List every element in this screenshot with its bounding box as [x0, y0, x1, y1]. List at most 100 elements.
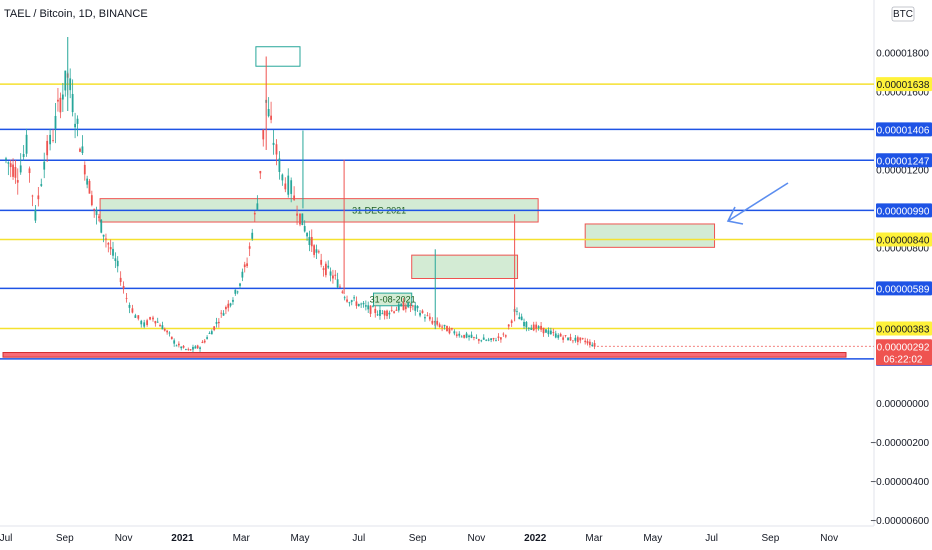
candle-body	[322, 268, 325, 270]
candle-body	[243, 264, 246, 268]
candle-body	[388, 312, 391, 315]
candle-body	[381, 313, 384, 315]
candle-body	[161, 325, 164, 330]
candle-body	[376, 314, 379, 316]
candle-body	[355, 301, 358, 306]
price-axis-bg	[874, 0, 932, 550]
candle-body	[339, 286, 341, 288]
candle-body	[105, 238, 107, 240]
candle-body	[76, 118, 79, 124]
time-tick-label: Sep	[409, 533, 427, 544]
candle-body	[31, 195, 34, 197]
countdown-label: 06:22:02	[884, 354, 923, 365]
candle-body	[180, 346, 183, 349]
candle-body	[480, 340, 483, 342]
time-tick-label: Sep	[762, 533, 780, 544]
candle-body	[256, 203, 259, 210]
zone-rect[interactable]	[373, 292, 413, 307]
candle-body	[386, 310, 388, 317]
candle-body	[421, 310, 424, 313]
candle-body	[128, 304, 131, 308]
candle-body	[362, 302, 365, 305]
candle-body	[227, 303, 230, 308]
candle-body	[350, 300, 353, 302]
candle-body	[532, 324, 535, 331]
candle-body	[572, 340, 574, 342]
candle-body	[175, 345, 178, 347]
candle-body	[446, 325, 448, 332]
candle-body	[208, 333, 211, 335]
candle-body	[59, 97, 62, 113]
price-tick-label: −0.00000400	[870, 477, 929, 488]
candle-body	[125, 297, 128, 299]
candle-body	[395, 309, 398, 311]
support-zone[interactable]	[2, 352, 847, 358]
candle-body	[416, 306, 419, 309]
candle-body	[102, 234, 105, 237]
level-price-badge	[876, 153, 932, 168]
candle-body	[383, 310, 386, 316]
candle-body	[299, 213, 301, 225]
candle-body	[267, 109, 270, 117]
candle-body	[443, 324, 446, 327]
level-price-badge	[876, 203, 932, 218]
level-price-badge	[876, 232, 932, 247]
candle-body	[535, 324, 538, 329]
candle-body	[5, 158, 7, 160]
candle-body	[569, 337, 572, 341]
candle-body	[463, 334, 466, 338]
candle-body	[507, 324, 510, 327]
annotation-arrow-line[interactable]	[727, 182, 789, 222]
candle-body	[549, 330, 552, 334]
candle-body	[192, 346, 194, 350]
candle-body	[93, 208, 96, 210]
candle-body	[336, 279, 339, 288]
candle-body	[215, 322, 218, 324]
zone-rect[interactable]	[411, 254, 519, 280]
level-price-label: 0.00001247	[877, 156, 930, 167]
candle-body	[324, 263, 327, 276]
candle-body	[14, 167, 17, 178]
level-price-label: 0.00000589	[877, 284, 930, 295]
candle-body	[453, 331, 456, 334]
candle-body	[86, 178, 89, 185]
candle-body	[122, 286, 125, 289]
candle-body	[34, 209, 37, 221]
candle-body	[497, 336, 500, 338]
zone-rect[interactable]	[584, 223, 716, 248]
time-tick-label: 2022	[524, 533, 547, 544]
time-tick-label: Jul	[352, 533, 365, 544]
candle-body	[241, 271, 244, 278]
candle-body	[428, 316, 431, 320]
candle-body	[109, 247, 112, 250]
candle-body	[495, 340, 497, 342]
price-tick-label: 0.00000800	[876, 243, 929, 254]
candle-body	[504, 335, 507, 337]
candle-body	[303, 226, 306, 232]
candle-body	[100, 219, 103, 233]
candle-body	[581, 338, 584, 340]
zone-rect[interactable]	[255, 46, 301, 67]
candle-body	[332, 275, 334, 279]
candle-body	[222, 313, 225, 316]
candle-body	[52, 140, 54, 141]
candle-body	[22, 154, 25, 157]
candle-body	[296, 213, 298, 216]
candle-body	[465, 333, 468, 338]
candle-body	[341, 291, 344, 293]
candle-body	[43, 161, 46, 170]
annotation-arrow-head	[726, 206, 744, 225]
candle-body	[404, 306, 407, 310]
candle-body	[308, 237, 311, 245]
candle-body	[593, 343, 596, 347]
candle-body	[584, 340, 587, 343]
candle-body	[248, 246, 251, 249]
candle-body	[69, 78, 72, 91]
candle-body	[201, 341, 204, 343]
candle-body	[210, 331, 213, 335]
candle-body	[170, 336, 173, 339]
candle-body	[140, 320, 143, 325]
candle-body	[346, 299, 348, 302]
